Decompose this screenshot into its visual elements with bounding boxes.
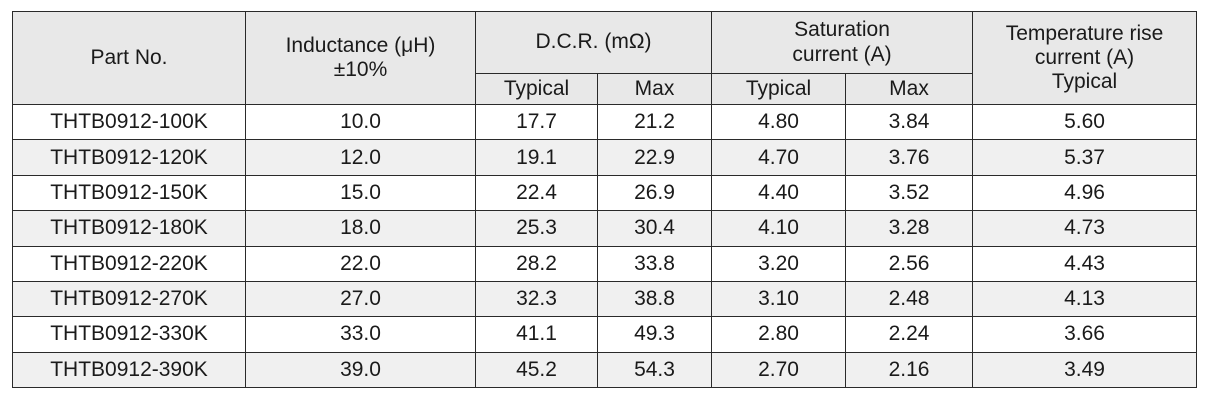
cell-temp-typical: 4.73 [972,210,1198,247]
cell-inductance: 33.0 [245,316,476,353]
cell-sat-max: 2.24 [845,316,974,353]
cell-dcr-typical: 32.3 [475,280,598,318]
table-row: THTB0912-180K 18.0 25.3 30.4 4.10 3.28 4… [12,210,1198,247]
cell-part-no: THTB0912-120K [12,139,246,176]
header-sat-typical: Typical [711,73,847,105]
cell-inductance: 27.0 [245,280,476,318]
header-sat-max: Max [845,73,974,105]
cell-sat-max: 3.84 [845,103,974,141]
cell-dcr-max: 30.4 [596,210,713,247]
cell-inductance: 39.0 [245,351,476,389]
cell-sat-typical: 4.10 [711,210,847,247]
header-dcr-typical: Typical [475,73,598,105]
header-saturation-line1: Saturation [794,18,890,42]
cell-inductance: 15.0 [245,174,476,212]
cell-sat-typical: 4.70 [711,139,847,176]
cell-dcr-typical: 25.3 [475,210,598,247]
cell-temp-typical: 3.66 [972,316,1198,353]
cell-sat-typical: 3.10 [711,280,847,318]
header-inductance: Inductance (μH) ±10% [245,11,476,105]
cell-dcr-max: 22.9 [596,139,713,176]
cell-temp-typical: 5.60 [972,103,1198,141]
cell-sat-max: 2.56 [845,245,974,282]
cell-dcr-typical: 17.7 [475,103,598,141]
cell-inductance: 12.0 [245,139,476,176]
cell-sat-max: 2.48 [845,280,974,318]
cell-part-no: THTB0912-220K [12,245,246,282]
table-row: THTB0912-330K 33.0 41.1 49.3 2.80 2.24 3… [12,316,1198,353]
cell-dcr-max: 33.8 [596,245,713,282]
cell-sat-max: 2.16 [845,351,974,389]
header-temp-line2: current (A) [1034,45,1135,69]
cell-sat-typical: 2.80 [711,316,847,353]
cell-dcr-typical: 41.1 [475,316,598,353]
header-row-top: Part No. Inductance (μH) ±10% D.C.R. (mΩ… [12,11,1198,105]
cell-part-no: THTB0912-180K [12,210,246,247]
header-dcr: D.C.R. (mΩ) [474,11,713,74]
inductor-spec-table: Part No. Inductance (μH) ±10% D.C.R. (mΩ… [12,11,1198,389]
cell-sat-typical: 3.20 [711,245,847,282]
cell-sat-typical: 4.40 [711,174,847,212]
cell-temp-typical: 4.96 [972,174,1198,212]
table-row: THTB0912-100K 10.0 17.7 21.2 4.80 3.84 5… [12,103,1198,141]
cell-part-no: THTB0912-270K [12,280,246,318]
cell-dcr-max: 38.8 [596,280,713,318]
cell-dcr-max: 26.9 [596,174,713,212]
header-temp-line1: Temperature rise [1005,21,1164,45]
cell-dcr-typical: 19.1 [475,139,598,176]
cell-part-no: THTB0912-390K [12,351,246,389]
cell-inductance: 18.0 [245,210,476,247]
table-row: THTB0912-220K 22.0 28.2 33.8 3.20 2.56 4… [12,245,1198,282]
table-row: THTB0912-270K 27.0 32.3 38.8 3.10 2.48 4… [12,280,1198,318]
cell-dcr-max: 54.3 [596,351,713,389]
cell-part-no: THTB0912-330K [12,316,246,353]
cell-inductance: 10.0 [245,103,476,141]
cell-temp-typical: 4.13 [972,280,1198,318]
table-body: THTB0912-100K 10.0 17.7 21.2 4.80 3.84 5… [12,103,1198,389]
cell-sat-typical: 2.70 [711,351,847,389]
cell-dcr-max: 21.2 [596,103,713,141]
cell-sat-typical: 4.80 [711,103,847,141]
cell-part-no: THTB0912-150K [12,174,246,212]
header-inductance-line2: ±10% [333,58,388,81]
table-row: THTB0912-390K 39.0 45.2 54.3 2.70 2.16 3… [12,351,1198,389]
cell-sat-max: 3.28 [845,210,974,247]
header-dcr-max: Max [596,73,713,105]
cell-temp-typical: 4.43 [972,245,1198,282]
cell-sat-max: 3.52 [845,174,974,212]
header-temperature-rise-current: Temperature rise current (A) Typical [972,11,1198,105]
cell-temp-typical: 3.49 [972,351,1198,389]
cell-dcr-typical: 28.2 [475,245,598,282]
cell-dcr-typical: 22.4 [475,174,598,212]
table-row: THTB0912-120K 12.0 19.1 22.9 4.70 3.76 5… [12,139,1198,176]
cell-temp-typical: 5.37 [972,139,1198,176]
cell-dcr-max: 49.3 [596,316,713,353]
table-row: THTB0912-150K 15.0 22.4 26.9 4.40 3.52 4… [12,174,1198,212]
cell-dcr-typical: 45.2 [475,351,598,389]
cell-part-no: THTB0912-100K [12,103,246,141]
header-part-no: Part No. [12,11,246,105]
header-saturation-current: Saturation current (A) [711,11,974,74]
table-header: Part No. Inductance (μH) ±10% D.C.R. (mΩ… [12,11,1198,105]
cell-inductance: 22.0 [245,245,476,282]
header-inductance-line1: Inductance (μH) [285,33,436,57]
header-saturation-line2: current (A) [792,42,892,66]
cell-sat-max: 3.76 [845,139,974,176]
header-row-sub: Typical Max Typical Max [13,73,1197,105]
header-temp-line3: Typical [1051,70,1118,94]
